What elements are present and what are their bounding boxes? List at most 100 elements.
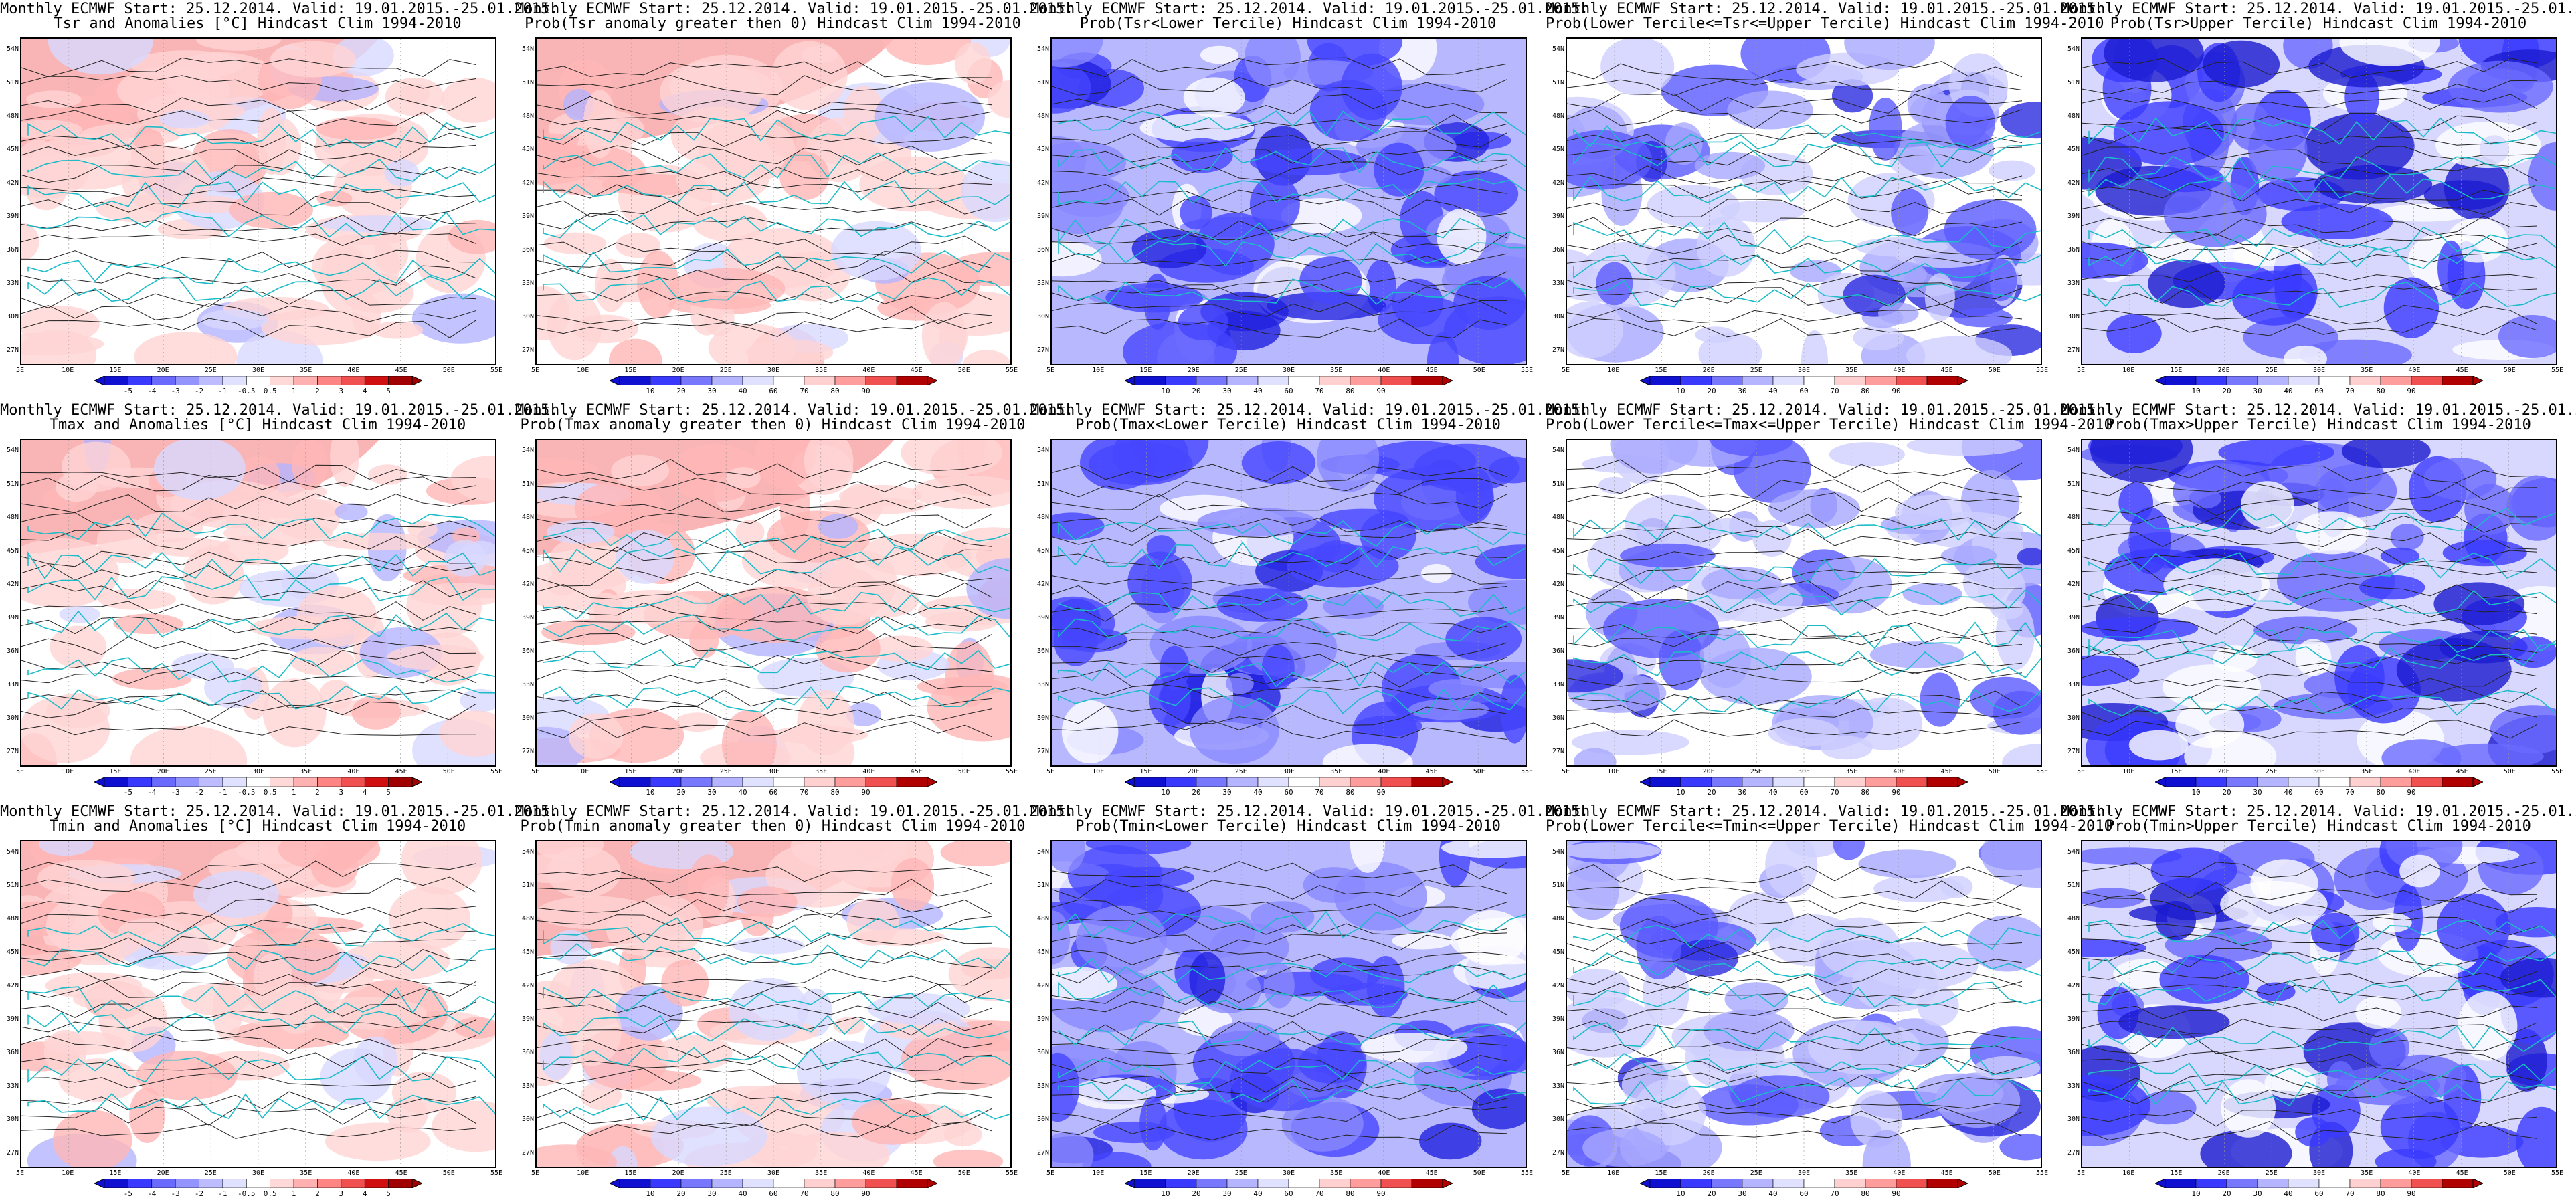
shaded-region bbox=[1768, 489, 1860, 528]
colorbar-segment bbox=[341, 376, 365, 385]
shaded-region bbox=[573, 314, 638, 344]
shaded-region bbox=[59, 605, 100, 623]
coastline bbox=[27, 656, 495, 683]
shaded-region bbox=[2399, 854, 2440, 888]
panel-title-line1: Monthly ECMWF Start: 25.12.2014. Valid: … bbox=[1030, 1, 1589, 17]
isotherm-contour bbox=[537, 1108, 992, 1128]
colorbar-segment bbox=[1411, 1179, 1443, 1188]
shaded-region bbox=[855, 928, 945, 946]
latitude-label: 27N bbox=[2067, 346, 2080, 354]
longitude-label: 15E bbox=[2170, 367, 2183, 374]
shaded-region bbox=[1052, 136, 1087, 185]
colorbar-segment bbox=[1865, 1179, 1897, 1188]
shaded-region bbox=[2281, 203, 2393, 239]
coastline bbox=[2088, 282, 2556, 308]
colorbar-segment bbox=[1649, 1179, 1681, 1188]
shaded-region bbox=[537, 854, 584, 883]
isotherm-contour bbox=[1052, 986, 1507, 1005]
longitude-label: 25E bbox=[1750, 367, 1762, 374]
shaded-region bbox=[715, 586, 833, 643]
isotherm-contour bbox=[21, 876, 477, 894]
shaded-region bbox=[1250, 148, 1367, 176]
shaded-region bbox=[721, 710, 777, 765]
colorbar-segment bbox=[1711, 777, 1743, 787]
colorbar-tick-label: 40 bbox=[738, 1189, 747, 1198]
latitude-label: 54N bbox=[1552, 848, 1564, 856]
isotherm-contour bbox=[1567, 93, 2023, 114]
coastline bbox=[27, 550, 495, 580]
coastline bbox=[543, 527, 1010, 553]
shaded-region bbox=[385, 78, 444, 116]
colorbar-segment bbox=[2442, 376, 2474, 385]
latitude-label: 51N bbox=[2067, 480, 2080, 488]
latitude-label: 42N bbox=[1036, 581, 1049, 588]
latitude-label: 33N bbox=[521, 1082, 534, 1090]
longitude-label: 45E bbox=[2456, 1169, 2468, 1177]
colorbar-segment bbox=[896, 376, 928, 385]
colorbar-tick-label: 4 bbox=[362, 387, 367, 395]
shaded-region bbox=[1833, 841, 1865, 860]
isotherm-contour bbox=[1052, 1102, 1507, 1123]
shaded-region bbox=[1820, 736, 1873, 760]
shaded-region bbox=[50, 625, 107, 668]
shaded-region bbox=[196, 39, 281, 51]
colorbar-segment bbox=[2318, 376, 2351, 385]
shaded-region bbox=[38, 841, 94, 856]
shaded-region bbox=[1944, 199, 2037, 261]
isotherm-contour bbox=[21, 233, 477, 246]
latitude-label: 30N bbox=[1552, 313, 1564, 320]
shaded-region bbox=[1146, 535, 1177, 561]
coastline bbox=[1573, 621, 2041, 649]
colorbar-segment bbox=[1834, 1179, 1866, 1188]
isotherm-contour bbox=[1567, 459, 2023, 479]
shaded-region bbox=[851, 1098, 932, 1145]
colorbar-tick-label: 90 bbox=[1376, 1189, 1386, 1198]
isotherm-contour bbox=[1052, 1085, 1507, 1106]
colorbar-segment bbox=[1865, 777, 1897, 787]
colorbar-tick-label: 70 bbox=[1830, 387, 1839, 395]
colorbar-tick-label: 10 bbox=[1676, 1189, 1685, 1198]
longitude-label: 35E bbox=[815, 768, 828, 775]
colorbar-tick-label: -3 bbox=[171, 788, 180, 797]
isotherm-contour bbox=[537, 984, 992, 1003]
shaded-region bbox=[606, 902, 688, 957]
colorbar-segment bbox=[1165, 1179, 1197, 1188]
isotherm-contour bbox=[2082, 1018, 2538, 1037]
colorbar-segment bbox=[1196, 1179, 1228, 1188]
latitude-label: 51N bbox=[1552, 882, 1564, 889]
longitude-label: 25E bbox=[719, 367, 732, 374]
forecast-panel: Monthly ECMWF Start: 25.12.2014. Valid: … bbox=[2061, 401, 2576, 803]
shaded-region bbox=[371, 321, 424, 339]
colorbar-upper-arrow bbox=[927, 1179, 937, 1188]
coastline bbox=[2088, 626, 2556, 654]
shaded-region bbox=[1322, 744, 1413, 765]
latitude-label: 42N bbox=[2067, 581, 2080, 588]
latitude-label: 42N bbox=[6, 179, 19, 187]
latitude-label: 48N bbox=[2067, 112, 2080, 120]
longitude-label: 15E bbox=[109, 768, 122, 775]
colorbar-segment bbox=[1165, 376, 1197, 385]
shaded-region bbox=[1567, 861, 1619, 920]
map-frame bbox=[535, 439, 1012, 767]
colorbar-segment bbox=[151, 777, 176, 787]
shaded-region bbox=[229, 191, 313, 229]
colorbar-segment bbox=[1711, 376, 1743, 385]
latitude-label: 42N bbox=[1036, 179, 1049, 187]
shaded-region bbox=[1200, 45, 1238, 64]
colorbar-segment bbox=[711, 777, 743, 787]
longitude-label: 50E bbox=[2503, 1169, 2516, 1177]
coastline bbox=[27, 158, 495, 182]
colorbar-segment bbox=[175, 1179, 199, 1188]
shaded-region bbox=[1434, 170, 1519, 217]
colorbar-segment bbox=[2288, 1179, 2320, 1188]
longitude-label: 35E bbox=[300, 1169, 312, 1177]
panel-title-line1: Monthly ECMWF Start: 25.12.2014. Valid: … bbox=[515, 1, 1074, 17]
colorbar-tick-label: 40 bbox=[1253, 387, 1263, 395]
shaded-region bbox=[1281, 198, 1362, 233]
isotherm-contour bbox=[537, 615, 992, 634]
colorbar-segment bbox=[151, 1179, 176, 1188]
shaded-region bbox=[384, 159, 420, 187]
colorbar-segment bbox=[1226, 1179, 1259, 1188]
longitude-label: 30E bbox=[767, 367, 780, 374]
colorbar-segment bbox=[2349, 777, 2381, 787]
